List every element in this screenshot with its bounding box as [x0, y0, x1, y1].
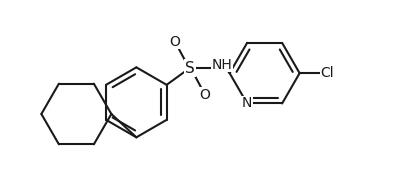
- Text: Cl: Cl: [320, 66, 334, 80]
- Text: S: S: [185, 61, 195, 76]
- Text: NH: NH: [211, 58, 232, 72]
- Text: O: O: [169, 35, 181, 49]
- Text: O: O: [200, 88, 210, 102]
- Text: N: N: [242, 96, 252, 111]
